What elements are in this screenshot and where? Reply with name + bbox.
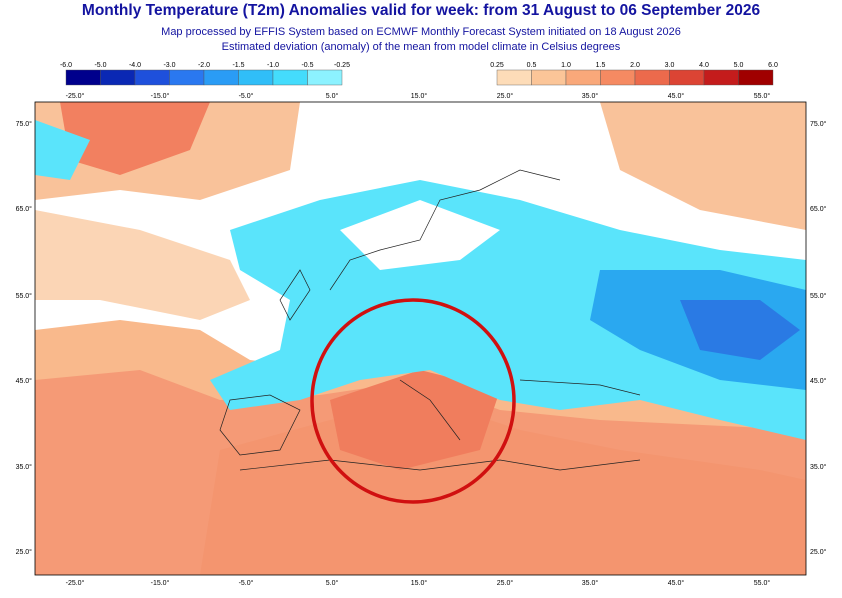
cold-scale-swatch [203, 69, 239, 86]
lon-label: 25.0° [497, 92, 514, 100]
subtitle: Map processed by EFFIS System based on E… [161, 26, 681, 38]
lat-label: 75.0° [16, 120, 33, 128]
cold-scale-label: -1.5 [232, 62, 244, 69]
warm-scale-swatch [669, 69, 705, 86]
lon-label: -5.0° [239, 579, 254, 587]
cold-scale-label: -1.0 [267, 62, 279, 69]
lon-label: -15.0° [151, 579, 170, 587]
warm-scale-swatch [703, 69, 739, 86]
warm-scale-swatch [634, 69, 670, 86]
lat-label: 25.0° [16, 548, 33, 556]
lon-label: 35.0° [582, 579, 599, 587]
description: Estimated deviation (anomaly) of the mea… [222, 41, 621, 53]
cold-scale-label: -0.5 [301, 62, 313, 69]
lon-label: 55.0° [754, 92, 771, 100]
lat-label: 55.0° [810, 292, 827, 300]
cold-scale-label: -6.0 [60, 62, 72, 69]
lon-label: -25.0° [66, 92, 85, 100]
warm-scale-label: 0.25 [490, 62, 504, 69]
lon-label: 15.0° [411, 579, 428, 587]
warm-scale-swatch [531, 69, 567, 86]
lat-label: 55.0° [16, 292, 33, 300]
lat-label: 65.0° [16, 205, 33, 213]
lon-label: 55.0° [754, 579, 771, 587]
lon-label: -15.0° [151, 92, 170, 100]
cold-scale-swatch [169, 69, 205, 86]
warm-scale-label: 1.0 [561, 62, 571, 69]
lat-label: 35.0° [810, 463, 827, 471]
title: Monthly Temperature (T2m) Anomalies vali… [82, 2, 761, 19]
cold-scale-label: -3.0 [163, 62, 175, 69]
lat-label: 45.0° [810, 377, 827, 385]
highlight-circle [310, 298, 516, 504]
warm-scale-swatch [496, 69, 532, 86]
cold-scale-swatch [100, 69, 136, 86]
map-field [35, 102, 806, 575]
lat-label: 65.0° [810, 205, 827, 213]
warm-scale-swatch [565, 69, 601, 86]
warm-scale-swatch [738, 69, 774, 86]
warm-scale-label: 4.0 [699, 62, 709, 69]
cold-scale-label: -5.0 [94, 62, 106, 69]
lat-label: 45.0° [16, 377, 33, 385]
cold-scale-label: -4.0 [129, 62, 141, 69]
lon-label: 5.0° [326, 92, 339, 100]
warm-scale-label: 3.0 [665, 62, 675, 69]
lat-label: 25.0° [810, 548, 827, 556]
lat-label: 75.0° [810, 120, 827, 128]
cold-scale-swatch [65, 69, 101, 86]
cold-scale-swatch [272, 69, 308, 86]
lon-label: -5.0° [239, 92, 254, 100]
cold-scale-swatch [238, 69, 274, 86]
cold-scale-label: -2.0 [198, 62, 210, 69]
warm-scale-label: 0.5 [527, 62, 537, 69]
cold-scale-swatch [307, 69, 343, 86]
lon-label: -25.0° [66, 579, 85, 587]
lon-label: 35.0° [582, 92, 599, 100]
lon-label: 45.0° [668, 579, 685, 587]
warm-scale-label: 5.0 [734, 62, 744, 69]
cold-scale-label: -0.25 [334, 62, 350, 69]
warm-scale-label: 2.0 [630, 62, 640, 69]
lat-label: 35.0° [16, 463, 33, 471]
warm-scale-label: 1.5 [596, 62, 606, 69]
cold-scale-swatch [134, 69, 170, 86]
warm-scale-label: 6.0 [768, 62, 778, 69]
warm-scale-swatch [600, 69, 636, 86]
lon-label: 45.0° [668, 92, 685, 100]
lon-label: 5.0° [326, 579, 339, 587]
lon-label: 25.0° [497, 579, 514, 587]
lon-label: 15.0° [411, 92, 428, 100]
map-frame [34, 101, 807, 576]
